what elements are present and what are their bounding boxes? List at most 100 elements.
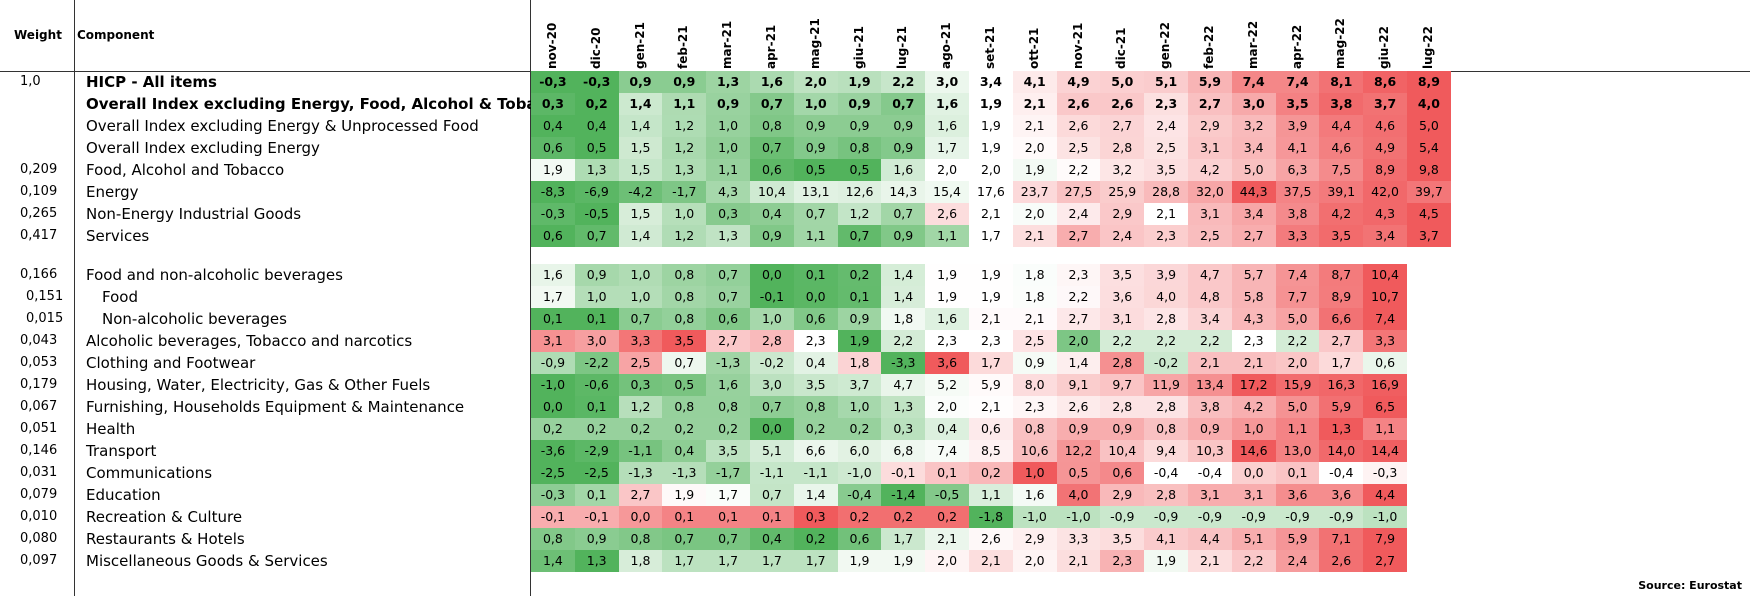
heatmap-cell: 0,7 bbox=[618, 308, 663, 330]
heatmap-cell: 0,3 bbox=[531, 93, 575, 115]
heatmap-cell: 3,8 bbox=[1275, 203, 1320, 225]
heatmap-cell: 0,5 bbox=[837, 159, 882, 181]
heatmap-cell: 2,9 bbox=[1100, 203, 1145, 225]
heatmap-cell: 0,1 bbox=[706, 506, 750, 528]
heatmap-cell: 9,1 bbox=[1056, 374, 1101, 396]
heatmap-cell: 0,4 bbox=[750, 203, 794, 225]
heatmap-cell: 1,3 bbox=[662, 159, 707, 181]
heatmap-cell: 1,9 bbox=[837, 330, 882, 352]
heatmap-cell: 4,0 bbox=[1407, 93, 1451, 115]
heatmap-cell: 3,7 bbox=[1363, 93, 1407, 115]
row-label: Overall Index excluding Energy bbox=[86, 139, 320, 157]
heatmap-cell: 0,1 bbox=[837, 286, 882, 308]
heatmap-cell: 2,1 bbox=[1056, 550, 1101, 572]
component-column-divider bbox=[530, 0, 531, 596]
heatmap-cell: 0,1 bbox=[574, 308, 619, 330]
heatmap-cell: 1,6 bbox=[706, 374, 750, 396]
heatmap-cell: 0,7 bbox=[750, 93, 794, 115]
heatmap-cell: 1,1 bbox=[1363, 418, 1407, 440]
heatmap-cell: 2,1 bbox=[1012, 115, 1057, 137]
heatmap-cell: 2,1 bbox=[969, 203, 1013, 225]
heatmap-cell: -8,3 bbox=[531, 181, 575, 203]
heatmap-cell: 7,5 bbox=[1319, 159, 1364, 181]
heatmap-cell: -1,7 bbox=[706, 462, 750, 484]
heatmap-cell: 1,2 bbox=[618, 396, 663, 418]
heatmap-cell: 0,8 bbox=[793, 396, 838, 418]
heatmap-cell: -0,3 bbox=[574, 71, 619, 93]
heatmap-cell: 2,6 bbox=[1056, 115, 1101, 137]
heatmap-cell: 1,6 bbox=[925, 115, 969, 137]
heatmap-cell: 1,9 bbox=[969, 137, 1013, 159]
heatmap-cell: 0,9 bbox=[881, 225, 926, 247]
heatmap-cell: 3,2 bbox=[1100, 159, 1145, 181]
heatmap-cell: 1,4 bbox=[793, 484, 838, 506]
heatmap-cell: 1,9 bbox=[881, 550, 926, 572]
heatmap-cell: 2,0 bbox=[969, 159, 1013, 181]
heatmap-cell: 3,0 bbox=[574, 330, 619, 352]
row-weight: 0,053 bbox=[20, 355, 58, 370]
heatmap-cell: 0,2 bbox=[662, 418, 707, 440]
heatmap-cell: 1,3 bbox=[881, 396, 926, 418]
heatmap-cell: 23,7 bbox=[1012, 181, 1057, 203]
heatmap-cell: 2,2 bbox=[1056, 286, 1101, 308]
heatmap-cell: 0,9 bbox=[793, 115, 838, 137]
row-label: Non-Energy Industrial Goods bbox=[86, 205, 302, 223]
heatmap-cell: 3,0 bbox=[925, 71, 969, 93]
heatmap-cell: 0,9 bbox=[1188, 418, 1232, 440]
heatmap-cell: 1,0 bbox=[837, 396, 882, 418]
heatmap-cell: 2,3 bbox=[1100, 550, 1145, 572]
heatmap-cell: 6,3 bbox=[1275, 159, 1320, 181]
heatmap-cell: 5,0 bbox=[1275, 396, 1320, 418]
heatmap-cell: 1,7 bbox=[881, 528, 926, 550]
heatmap-cell: 25,9 bbox=[1100, 181, 1145, 203]
month-header: gen-22 bbox=[1158, 22, 1173, 69]
heatmap-cell: 1,6 bbox=[925, 308, 969, 330]
month-header: gen-21 bbox=[632, 22, 647, 69]
heatmap-cell: 1,3 bbox=[706, 71, 750, 93]
heatmap-cell: 2,1 bbox=[1012, 308, 1057, 330]
heatmap-cell: 0,1 bbox=[531, 308, 575, 330]
heatmap-cell: 2,2 bbox=[1231, 550, 1276, 572]
heatmap-cell: -0,9 bbox=[1188, 506, 1232, 528]
weight-header: Weight bbox=[14, 28, 62, 42]
heatmap-cell: 0,9 bbox=[574, 528, 619, 550]
heatmap-cell: 0,5 bbox=[662, 374, 707, 396]
heatmap-cell: 3,6 bbox=[1275, 484, 1320, 506]
heatmap-cell: 1,7 bbox=[793, 550, 838, 572]
heatmap-cell: 3,7 bbox=[837, 374, 882, 396]
heatmap-cell: 0,9 bbox=[837, 115, 882, 137]
heatmap-cell: 37,5 bbox=[1275, 181, 1320, 203]
heatmap-cell: 3,5 bbox=[1275, 93, 1320, 115]
heatmap-cell: 1,6 bbox=[531, 264, 575, 286]
heatmap-cell: 0,2 bbox=[574, 418, 619, 440]
heatmap-cell: 1,6 bbox=[750, 71, 794, 93]
heatmap-cell: 10,4 bbox=[1363, 264, 1407, 286]
heatmap-cell: -1,0 bbox=[531, 374, 575, 396]
heatmap-cell: -0,4 bbox=[1144, 462, 1188, 484]
heatmap-cell: 0,2 bbox=[531, 418, 575, 440]
heatmap-cell: 2,8 bbox=[1100, 396, 1145, 418]
heatmap-cell: 2,1 bbox=[969, 550, 1013, 572]
heatmap-cell: 1,7 bbox=[706, 550, 750, 572]
heatmap-cell: 0,7 bbox=[706, 528, 750, 550]
heatmap-cell: 13,4 bbox=[1188, 374, 1232, 396]
heatmap-cell: 1,0 bbox=[706, 115, 750, 137]
heatmap-cell: 2,0 bbox=[1012, 203, 1057, 225]
heatmap-cell: 4,0 bbox=[1144, 286, 1188, 308]
heatmap-cell: 0,6 bbox=[793, 308, 838, 330]
heatmap-cell: 0,8 bbox=[662, 264, 707, 286]
heatmap-cell: 16,3 bbox=[1319, 374, 1364, 396]
heatmap-cell: 1,2 bbox=[662, 225, 707, 247]
month-header: ago-21 bbox=[939, 22, 954, 69]
heatmap-cell: 10,4 bbox=[750, 181, 794, 203]
heatmap-cell: 3,7 bbox=[1407, 225, 1451, 247]
heatmap-cell: 0,0 bbox=[531, 396, 575, 418]
heatmap-cell: 2,9 bbox=[1100, 484, 1145, 506]
heatmap-cell: 0,0 bbox=[750, 418, 794, 440]
heatmap-cell: 4,3 bbox=[1363, 203, 1407, 225]
heatmap-cell: 3,6 bbox=[1100, 286, 1145, 308]
heatmap-cell: 4,3 bbox=[706, 181, 750, 203]
heatmap-cell: 2,8 bbox=[1144, 484, 1188, 506]
heatmap-cell: 10,4 bbox=[1100, 440, 1145, 462]
